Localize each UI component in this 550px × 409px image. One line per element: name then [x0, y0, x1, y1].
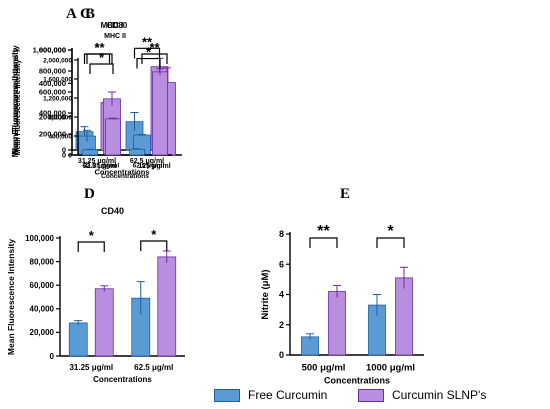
- legend-label: Curcumin SLNP's: [392, 388, 487, 402]
- y-axis-label: Nitrite (μM): [260, 269, 271, 319]
- y-tick-label: 60,000: [30, 281, 55, 290]
- y-axis-label: Mean Fluorescence Intensity: [15, 60, 22, 156]
- panel-letter: B: [85, 6, 95, 22]
- legend-swatch-free-curcumin: [214, 388, 240, 402]
- y-tick-label: 40,000: [30, 305, 55, 314]
- significance-bracket: [136, 57, 161, 69]
- y-tick-label: 800,000: [49, 114, 73, 121]
- x-tick-label: 62.5 μg/ml: [133, 163, 165, 170]
- significance-label: **: [317, 223, 330, 240]
- x-tick-label: 62.5 μg/ml: [82, 163, 116, 170]
- significance-bracket: [309, 237, 338, 248]
- significance-bracket: [83, 53, 111, 64]
- significance-bracket: [86, 53, 113, 64]
- y-tick-label: 0: [62, 151, 66, 160]
- significance-label: *: [89, 228, 95, 243]
- chart-title: MHC II: [104, 33, 126, 40]
- chart-title: CD40: [101, 206, 124, 216]
- y-tick-label: 100,000: [25, 234, 54, 243]
- y-tick-label: 400,000: [39, 79, 66, 88]
- significance-label: **: [149, 40, 160, 55]
- x-tick-label: 125 μg/ml: [138, 163, 170, 170]
- bar: [152, 71, 168, 156]
- x-tick-label: 1000 μg/ml: [366, 363, 415, 374]
- legend-item-curcumin-slnps: Curcumin SLNP's: [358, 384, 486, 406]
- chart-title: CD80: [107, 21, 128, 30]
- x-tick-label: 62.5 μg/ml: [130, 158, 164, 165]
- significance-label: **: [142, 34, 153, 49]
- significance-label: *: [94, 40, 100, 55]
- y-tick-label: 0: [68, 152, 72, 159]
- significance-label: **: [94, 40, 105, 55]
- significance-bracket: [376, 237, 405, 248]
- y-tick-label: 1,200,000: [43, 95, 72, 102]
- panel-letter: E: [340, 186, 350, 202]
- chart-panel-d: D CD40 0 20,000 40,000 60,000 80,000 100,000 Mea…: [6, 186, 185, 384]
- y-axis-label: Mean Fluorescence Intensity: [11, 45, 20, 155]
- y-tick-label: 600,000: [39, 88, 66, 97]
- y-tick-label: 80,000: [30, 257, 55, 266]
- panel-letter: C: [80, 6, 91, 22]
- y-tick-label: 2,000,000: [43, 57, 72, 64]
- x-axis-label: Concentrations: [94, 168, 149, 177]
- bar: [328, 291, 346, 356]
- bar: [68, 322, 88, 357]
- x-axis-label: Concentrations: [101, 173, 149, 180]
- panel-letter: D: [84, 186, 95, 202]
- significance-bracket: [89, 63, 114, 74]
- bar: [82, 149, 98, 156]
- bar: [129, 148, 145, 156]
- y-tick-label: 6: [279, 259, 284, 269]
- panel-letter: A: [66, 6, 77, 22]
- x-axis-label: Concentrations: [324, 376, 390, 386]
- x-tick-label: 31.25 μg/ml: [84, 163, 120, 170]
- significance-bracket: [133, 47, 161, 59]
- y-tick-label: 20,000: [30, 328, 55, 337]
- y-tick-label: 2: [279, 320, 284, 330]
- x-tick-label: 500 μg/ml: [302, 363, 346, 374]
- y-tick-label: 0: [62, 146, 66, 155]
- y-axis-label: Mean Fluorescence Intensity: [6, 239, 16, 355]
- chart-title: MHC I: [101, 21, 124, 30]
- y-tick-label: 1,600,000: [43, 76, 72, 83]
- y-tick-label: 400,000: [39, 109, 66, 118]
- bar: [395, 277, 413, 356]
- y-tick-label: 0: [50, 352, 55, 361]
- significance-bracket: [77, 241, 105, 252]
- y-tick-label: 800,000: [39, 67, 66, 76]
- significance-label: *: [99, 50, 105, 65]
- bar: [105, 118, 121, 156]
- x-tick-label: 31.25 μg/ml: [69, 363, 113, 372]
- x-axis-label: Concentrations: [93, 375, 152, 384]
- x-tick-label: 62.5 μg/ml: [134, 363, 173, 372]
- significance-bracket: [140, 240, 168, 251]
- y-tick-label: 600,000: [39, 46, 66, 55]
- chart-panel-e: E 0 2 4 6 8 Nitrite (μM) ** 500 μg/ml * 1000 μg/ml…: [260, 186, 424, 386]
- legend-item-free-curcumin: Free Curcumin: [214, 384, 327, 406]
- bar: [157, 256, 177, 357]
- legend: Free Curcumin Curcumin SLNP's: [0, 384, 550, 406]
- significance-label: *: [146, 45, 152, 60]
- y-tick-label: 1,000,000: [33, 46, 66, 55]
- y-tick-label: 4: [279, 290, 284, 300]
- legend-label: Free Curcumin: [248, 388, 328, 402]
- significance-label: *: [151, 227, 157, 242]
- legend-swatch-curcumin-slnps: [358, 388, 384, 402]
- y-tick-label: 200,000: [39, 130, 66, 139]
- y-axis-label: Mean Fluorescence Intensity: [11, 47, 20, 157]
- significance-label: *: [387, 223, 394, 240]
- y-tick-label: 200,000: [39, 112, 66, 121]
- bar: [94, 288, 114, 357]
- x-tick-label: 31.25 μg/ml: [78, 158, 116, 165]
- y-tick-label: 0: [279, 350, 284, 360]
- y-tick-label: 400,000: [49, 133, 73, 140]
- y-tick-label: 8: [279, 229, 284, 239]
